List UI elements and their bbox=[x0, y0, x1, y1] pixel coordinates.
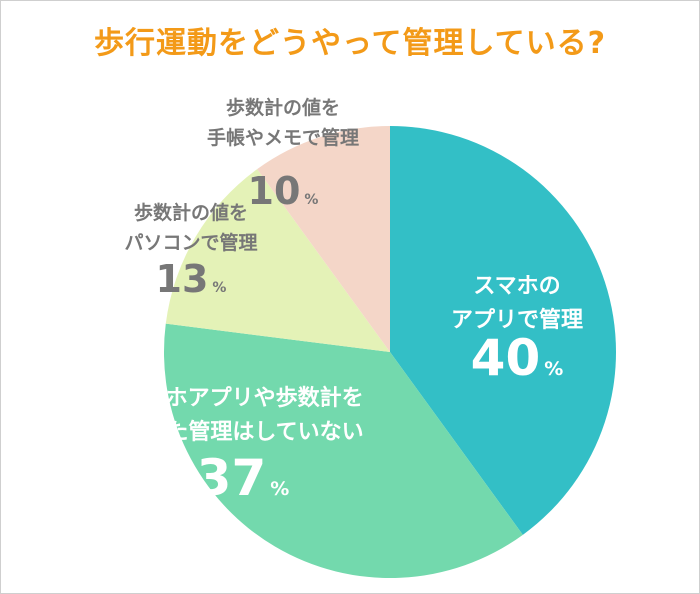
pie-slice-2 bbox=[163, 323, 523, 579]
slice-label-2-line-2: 使った管理はしていない bbox=[121, 419, 363, 445]
chart-title: 歩行運動をどうやって管理している? bbox=[93, 26, 606, 61]
pie-slice-4 bbox=[257, 125, 390, 352]
slice-percent-1: 40% bbox=[471, 329, 564, 387]
slice-label-4-line-2: 手帳やメモで管理 bbox=[207, 126, 359, 149]
pie-slice-3 bbox=[165, 169, 390, 352]
slice-label-1-line-2: アプリで管理 bbox=[451, 307, 583, 333]
slice-percent-4: 10% bbox=[248, 169, 319, 213]
slice-label-4-line-1: 歩数計の値を bbox=[226, 96, 340, 119]
slice-label-2-line-1: スマホアプリや歩数計を bbox=[122, 385, 363, 411]
slice-percent-2: 37% bbox=[197, 449, 290, 507]
slice-label-3-line-2: パソコンで管理 bbox=[124, 231, 257, 254]
slice-label-3-line-1: 歩数計の値を bbox=[134, 201, 248, 224]
slice-percent-3: 13% bbox=[156, 257, 227, 301]
pie-slice-1 bbox=[390, 126, 617, 535]
slice-label-1-line-1: スマホの bbox=[473, 274, 560, 299]
